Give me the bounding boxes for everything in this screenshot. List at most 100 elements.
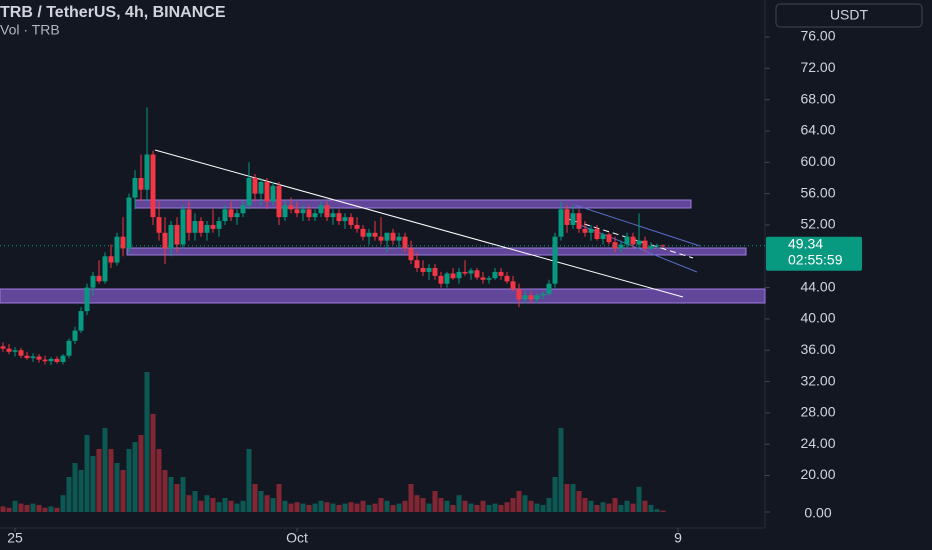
volume-bar [396, 503, 402, 512]
y-tick-label: 28.00 [800, 404, 835, 420]
candle-body [6, 348, 12, 352]
candle-body [390, 232, 396, 241]
candle-body [432, 268, 438, 276]
candle-body [72, 330, 78, 341]
candle-body [348, 217, 354, 225]
volume-bar [654, 509, 660, 512]
volume-bar [528, 500, 534, 512]
volume-bar [372, 503, 378, 512]
candle-body [168, 224, 174, 249]
y-tick-label: 40.00 [800, 310, 835, 326]
candle-body [498, 271, 504, 276]
volume-bar [612, 498, 618, 512]
volume-bar [264, 495, 270, 512]
candle-body [102, 256, 108, 282]
candle-body [42, 359, 48, 362]
currency-button[interactable] [775, 3, 923, 28]
candle-body [234, 213, 240, 218]
volume-bar [228, 500, 234, 512]
candle-body [126, 197, 132, 249]
candle-body [588, 228, 594, 233]
volume-bar [498, 505, 504, 512]
candle-body [276, 185, 282, 218]
candle-body [426, 268, 432, 272]
candle-body [12, 350, 18, 352]
candle-body [516, 289, 522, 300]
candle-body [534, 295, 540, 300]
volume-bar [78, 470, 84, 512]
volume-bar [462, 500, 468, 512]
candle-body [204, 224, 210, 233]
volume-bar [384, 500, 390, 512]
candle-body [492, 271, 498, 279]
volume-bar [408, 484, 414, 512]
support-zone [126, 247, 747, 256]
volume-bar [24, 505, 30, 512]
candle-body [552, 236, 558, 284]
candle-body [462, 271, 468, 274]
volume-bar [444, 500, 450, 512]
volume-bar [582, 498, 588, 512]
volume-bar [138, 435, 144, 512]
candle-body [108, 256, 114, 263]
candle-body [222, 209, 228, 222]
candle-body [600, 234, 606, 240]
volume-bar [546, 498, 552, 512]
candle-body [132, 177, 138, 198]
volume-bar [510, 498, 516, 512]
volume-bar [432, 491, 438, 512]
volume-bar [636, 486, 642, 512]
volume-bar [144, 372, 150, 512]
candle-body [294, 209, 300, 214]
volume-bar [42, 507, 48, 512]
candle-body [306, 209, 312, 218]
candle-body [120, 236, 126, 249]
volume-bar [450, 505, 456, 512]
candle-body [504, 275, 510, 282]
candle-body [54, 358, 60, 362]
volume-bar [330, 503, 336, 512]
volume-bar [522, 495, 528, 512]
volume-bar [240, 500, 246, 512]
candle-body [450, 273, 456, 279]
volume-bar [348, 502, 354, 512]
volume-bar [90, 456, 96, 512]
y-tick-label: 64.00 [800, 122, 835, 138]
volume-bar [30, 503, 36, 512]
candle-body [594, 228, 600, 240]
volume-bar [480, 500, 486, 512]
y-tick-label: 20.00 [800, 466, 835, 482]
countdown-label: 02:55:59 [788, 251, 843, 267]
y-tick-label: 36.00 [800, 341, 835, 357]
y-tick-label: 24.00 [800, 435, 835, 451]
volume-bar [126, 449, 132, 512]
x-tick-label: 25 [7, 530, 23, 546]
volume-bar [618, 505, 624, 512]
candle-body [264, 181, 270, 202]
volume-bar [642, 500, 648, 512]
volume-bar [150, 414, 156, 512]
candle-body [144, 154, 150, 190]
candle-body [330, 213, 336, 218]
candle-body [612, 242, 618, 249]
volume-bar [474, 505, 480, 512]
currency-label[interactable]: USDT [830, 7, 869, 23]
volume-bar [414, 495, 420, 512]
candle-body [216, 221, 222, 229]
candle-body [150, 154, 156, 218]
y2-tick-label: 0.00 [804, 505, 831, 521]
candle-body [402, 236, 408, 249]
candle-body [354, 224, 360, 229]
candle-body [618, 244, 624, 249]
candle-body [288, 205, 294, 210]
candle-body [378, 236, 384, 241]
volume-bar [192, 491, 198, 512]
channel-upper [574, 204, 701, 247]
candle-body [186, 209, 192, 233]
candle-body [372, 232, 378, 237]
candle-body [606, 234, 612, 243]
candle-body [546, 283, 552, 294]
y-tick-label: 76.00 [800, 28, 835, 44]
y-tick-label: 52.00 [800, 216, 835, 232]
volume-bar [6, 507, 12, 512]
